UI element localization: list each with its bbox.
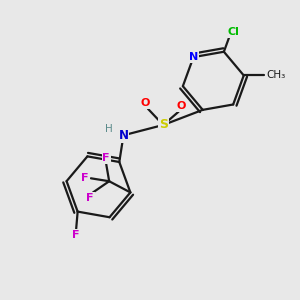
Text: F: F bbox=[81, 173, 89, 183]
Text: S: S bbox=[159, 118, 168, 131]
Text: H: H bbox=[105, 124, 113, 134]
Text: N: N bbox=[118, 129, 128, 142]
Text: N: N bbox=[189, 52, 198, 62]
Text: F: F bbox=[86, 193, 94, 203]
Text: F: F bbox=[72, 230, 80, 240]
Text: O: O bbox=[176, 101, 186, 111]
Text: O: O bbox=[141, 98, 150, 109]
Text: CH₃: CH₃ bbox=[266, 70, 285, 80]
Text: F: F bbox=[103, 153, 110, 163]
Text: Cl: Cl bbox=[227, 27, 239, 37]
